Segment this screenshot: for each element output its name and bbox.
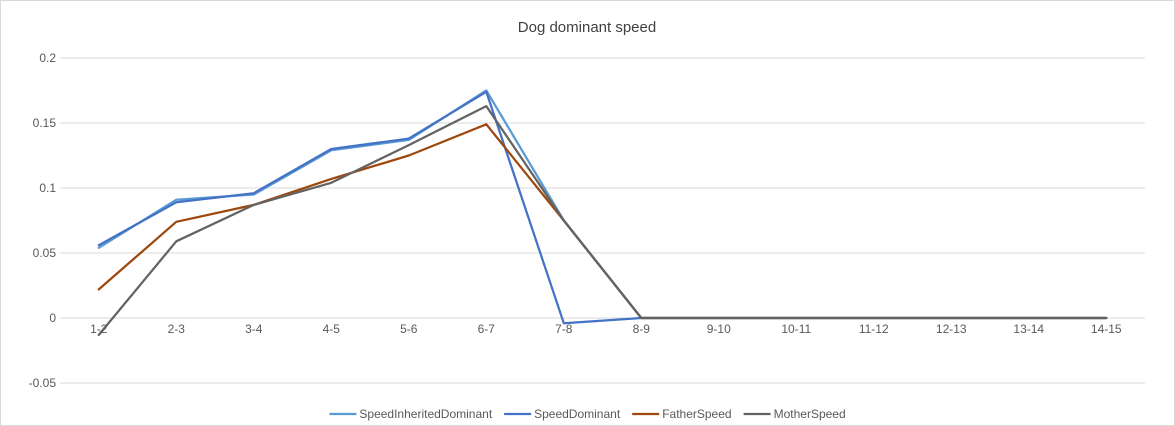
y-tick-label: 0.2 — [39, 51, 56, 65]
y-tick-label: 0 — [49, 311, 56, 325]
series-line — [97, 104, 1108, 337]
legend-item[interactable]: SpeedDominant — [504, 407, 621, 421]
x-tick-label: 6-7 — [478, 322, 496, 336]
x-tick-label: 3-4 — [245, 322, 263, 336]
legend-label: SpeedDominant — [534, 407, 621, 421]
x-tick-label: 14-15 — [1091, 322, 1122, 336]
x-tick-label: 1-2 — [90, 322, 108, 336]
x-tick-label: 9-10 — [707, 322, 731, 336]
x-tick-label: 12-13 — [936, 322, 967, 336]
x-tick-label: 7-8 — [555, 322, 573, 336]
y-tick-label: 0.05 — [33, 246, 57, 260]
legend-item[interactable]: SpeedInheritedDominant — [329, 407, 493, 421]
x-tick-label: 13-14 — [1013, 322, 1044, 336]
legend-item[interactable]: MotherSpeed — [743, 407, 846, 421]
legend[interactable]: SpeedInheritedDominant SpeedDominant Fathe… — [329, 407, 846, 421]
y-tick-label: -0.05 — [29, 376, 57, 390]
x-tick-label: 2-3 — [168, 322, 186, 336]
y-tick-label: 0.15 — [33, 116, 57, 130]
x-tick-label: 11-12 — [859, 322, 889, 336]
x-axis-tick-labels: 1-2 2-3 3-4 4-5 5-6 6-7 7-8 8-9 9-10 10-11 11-12 12… — [90, 322, 1122, 336]
chart-title: Dog dominant speed — [518, 19, 656, 36]
y-tick-label: 0.1 — [39, 181, 56, 195]
data-series — [97, 89, 1108, 337]
x-tick-label: 5-6 — [400, 322, 418, 336]
x-tick-label: 10-11 — [781, 322, 811, 336]
y-axis-tick-labels: -0.05 0 0.05 0.1 0.15 0.2 — [29, 51, 57, 390]
legend-label: FatherSpeed — [662, 407, 731, 421]
legend-label: SpeedInheritedDominant — [359, 407, 492, 421]
x-tick-label: 4-5 — [323, 322, 341, 336]
gridlines — [60, 57, 1145, 384]
legend-item[interactable]: FatherSpeed — [632, 407, 732, 421]
x-tick-label: 8-9 — [633, 322, 651, 336]
legend-label: MotherSpeed — [774, 407, 846, 421]
